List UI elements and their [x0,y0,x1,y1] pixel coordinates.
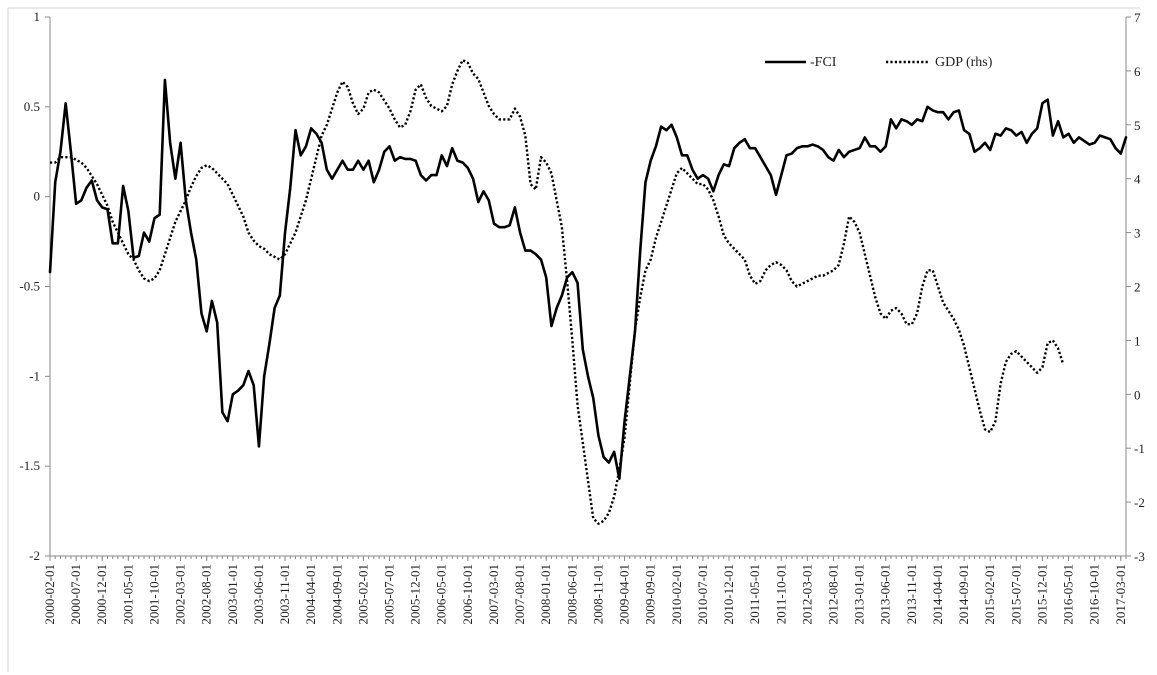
x-tick-label: 2010-02-01 [669,564,684,625]
y-tick-label-left: 1 [34,9,41,24]
y-tick-label-right: -3 [1134,549,1145,564]
x-tick-label: 2013-06-01 [878,564,893,625]
x-tick-label: 2014-04-01 [930,564,945,625]
x-tick-label: 2015-12-01 [1034,564,1049,625]
y-tick-label-left: 0 [34,189,41,204]
y-tick-label-left: -2 [29,548,40,563]
x-tick-label: 2005-07-01 [382,564,397,625]
x-tick-label: 2016-05-01 [1061,564,1076,625]
x-tick-label: 2017-03-01 [1113,564,1128,625]
x-tick-label: 2016-10-01 [1087,564,1102,625]
x-tick-label: 2013-11-01 [904,564,919,624]
series-line-fci [48,78,1128,481]
x-tick-label: 2001-05-01 [120,564,135,625]
x-tick-label: 2015-02-01 [982,564,997,625]
y-tick-label-right: 3 [1134,226,1141,241]
legend-label-fci: -FCI [810,55,837,70]
x-tick-label: 2013-01-01 [852,564,867,625]
x-tick-label: 2002-08-01 [199,564,214,625]
x-tick-label: 2002-03-01 [173,564,188,625]
x-tick-label: 2012-03-01 [799,564,814,625]
y-tick-label-right: 2 [1134,280,1141,295]
x-tick-label: 2009-04-01 [617,564,632,625]
x-tick-label: 2007-08-01 [512,564,527,625]
x-tick-label: 2008-01-01 [538,564,553,625]
x-tick-label: 2001-10-01 [146,564,161,625]
x-tick-label: 2011-10-01 [773,564,788,624]
x-tick-label: 2004-04-01 [303,564,318,625]
legend-label-gdp: GDP (rhs) [935,55,993,70]
x-tick-label: 2003-01-01 [225,564,240,625]
x-tick-label: 2012-08-01 [825,564,840,625]
x-tick-label: 2005-12-01 [408,564,423,625]
x-tick-label: 2003-06-01 [251,564,266,625]
y-tick-label-right: -2 [1134,495,1145,510]
y-tick-label-right: 6 [1134,64,1141,79]
y-tick-label-right: 0 [1134,387,1141,402]
x-tick-label: 2014-09-01 [956,564,971,625]
y-tick-label-right: 1 [1134,333,1141,348]
x-tick-label: 2000-02-01 [42,564,57,625]
x-tick-label: 2004-09-01 [329,564,344,625]
y-tick-label-right: -1 [1134,441,1145,456]
y-tick-label-right: 4 [1134,172,1141,187]
x-tick-label: 2008-06-01 [564,564,579,625]
y-tick-label-left: -0.5 [19,279,40,294]
series-line-gdp [50,58,1065,525]
x-tick-label: 2010-07-01 [695,564,710,625]
y-tick-label-right: 5 [1134,118,1141,133]
x-tick-label: 2011-05-01 [747,564,762,624]
x-tick-label: 2003-11-01 [277,564,292,624]
x-tick-label: 2015-07-01 [1008,564,1023,625]
x-tick-label: 2008-11-01 [590,564,605,624]
x-tick-label: 2006-05-01 [434,564,449,625]
x-tick-label: 2006-10-01 [460,564,475,625]
x-tick-label: 2007-03-01 [486,564,501,625]
y-tick-label-left: 0.5 [24,99,40,114]
x-tick-label: 2000-12-01 [94,564,109,625]
x-tick-label: 2009-09-01 [643,564,658,625]
x-tick-label: 2000-07-01 [68,564,83,625]
x-tick-label: 2005-02-01 [355,564,370,625]
y-tick-label-right: 7 [1134,10,1141,25]
x-tick-label: 2010-12-01 [721,564,736,625]
y-tick-label-left: -1 [29,368,40,383]
y-tick-label-left: -1.5 [19,458,40,473]
